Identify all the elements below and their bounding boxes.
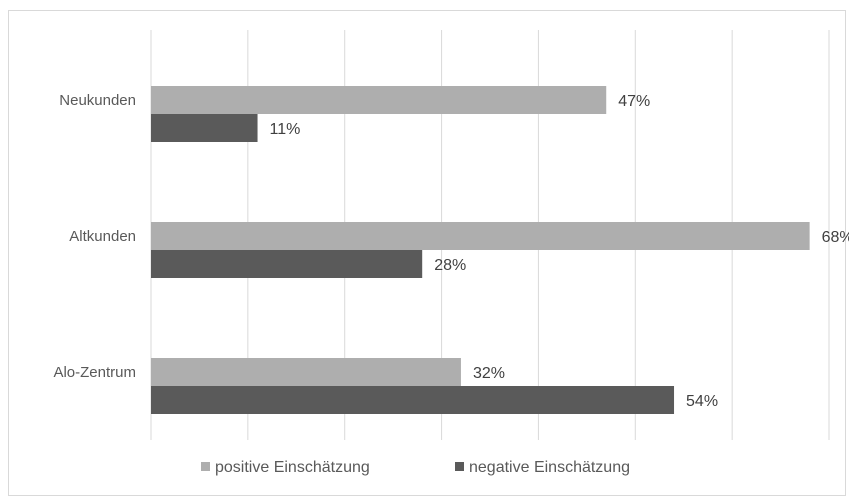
legend-swatch (455, 462, 464, 471)
bar (151, 86, 607, 114)
legend-label: positive Einschätzung (215, 459, 370, 476)
bar (151, 386, 675, 414)
legend-label: negative Einschätzung (469, 459, 630, 476)
data-label: 47% (618, 93, 650, 110)
category-label: Altkunden (69, 228, 136, 245)
data-label: 32% (473, 365, 505, 382)
bar (151, 114, 258, 142)
legend-swatch (201, 462, 210, 471)
data-label: 68% (822, 229, 849, 246)
category-label: Alo-Zentrum (53, 364, 136, 381)
bar (151, 358, 461, 386)
data-label: 54% (686, 393, 718, 410)
data-label: 28% (434, 257, 466, 274)
category-label: Neukunden (59, 92, 136, 109)
data-label: 11% (270, 121, 301, 138)
bars (151, 86, 810, 414)
legend: positive Einschätzung negative Einschätzu… (201, 459, 630, 476)
bar (151, 222, 810, 250)
bar (151, 250, 423, 278)
labels: Neukunden 47% 11% Altkunden 68% 28% Alo-Zentru… (53, 92, 849, 410)
